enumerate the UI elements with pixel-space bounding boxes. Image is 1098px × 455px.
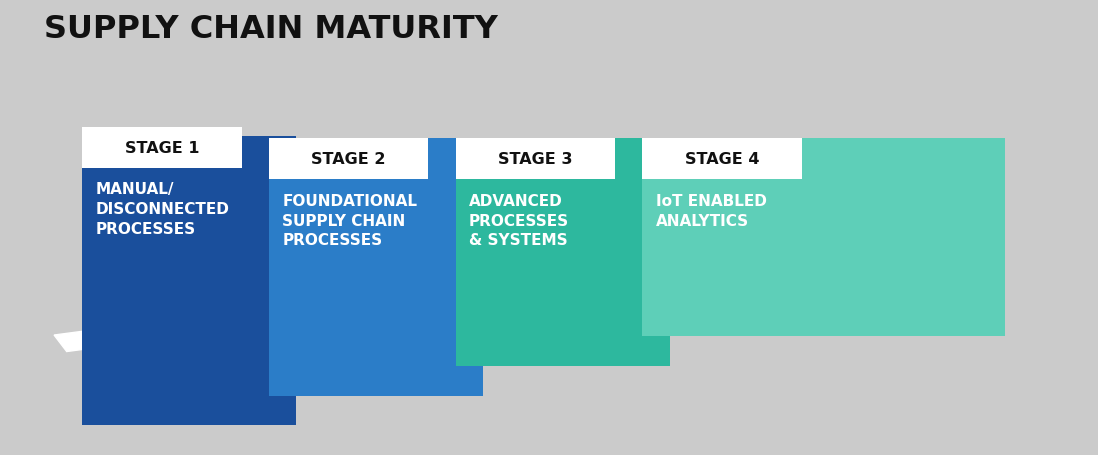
Text: STAGE 3: STAGE 3: [498, 152, 572, 167]
Bar: [269, 139, 483, 396]
Bar: [642, 139, 802, 180]
Text: STAGE 4: STAGE 4: [685, 152, 759, 167]
Bar: [82, 127, 242, 168]
FancyArrow shape: [54, 210, 994, 352]
Bar: [456, 139, 615, 180]
Text: STAGE 1: STAGE 1: [125, 141, 199, 155]
Text: FOUNDATIONAL
SUPPLY CHAIN
PROCESSES: FOUNDATIONAL SUPPLY CHAIN PROCESSES: [282, 193, 417, 248]
Bar: [642, 139, 1005, 337]
Text: IoT ENABLED
ANALYTICS: IoT ENABLED ANALYTICS: [656, 193, 766, 228]
Text: MANUAL/
DISCONNECTED
PROCESSES: MANUAL/ DISCONNECTED PROCESSES: [96, 182, 229, 237]
Bar: [456, 139, 670, 366]
Text: SUPPLY CHAIN MATURITY: SUPPLY CHAIN MATURITY: [44, 14, 497, 45]
Text: ADVANCED
PROCESSES
& SYSTEMS: ADVANCED PROCESSES & SYSTEMS: [469, 193, 569, 248]
Bar: [82, 136, 296, 425]
Bar: [269, 139, 428, 180]
Text: STAGE 2: STAGE 2: [312, 152, 385, 167]
